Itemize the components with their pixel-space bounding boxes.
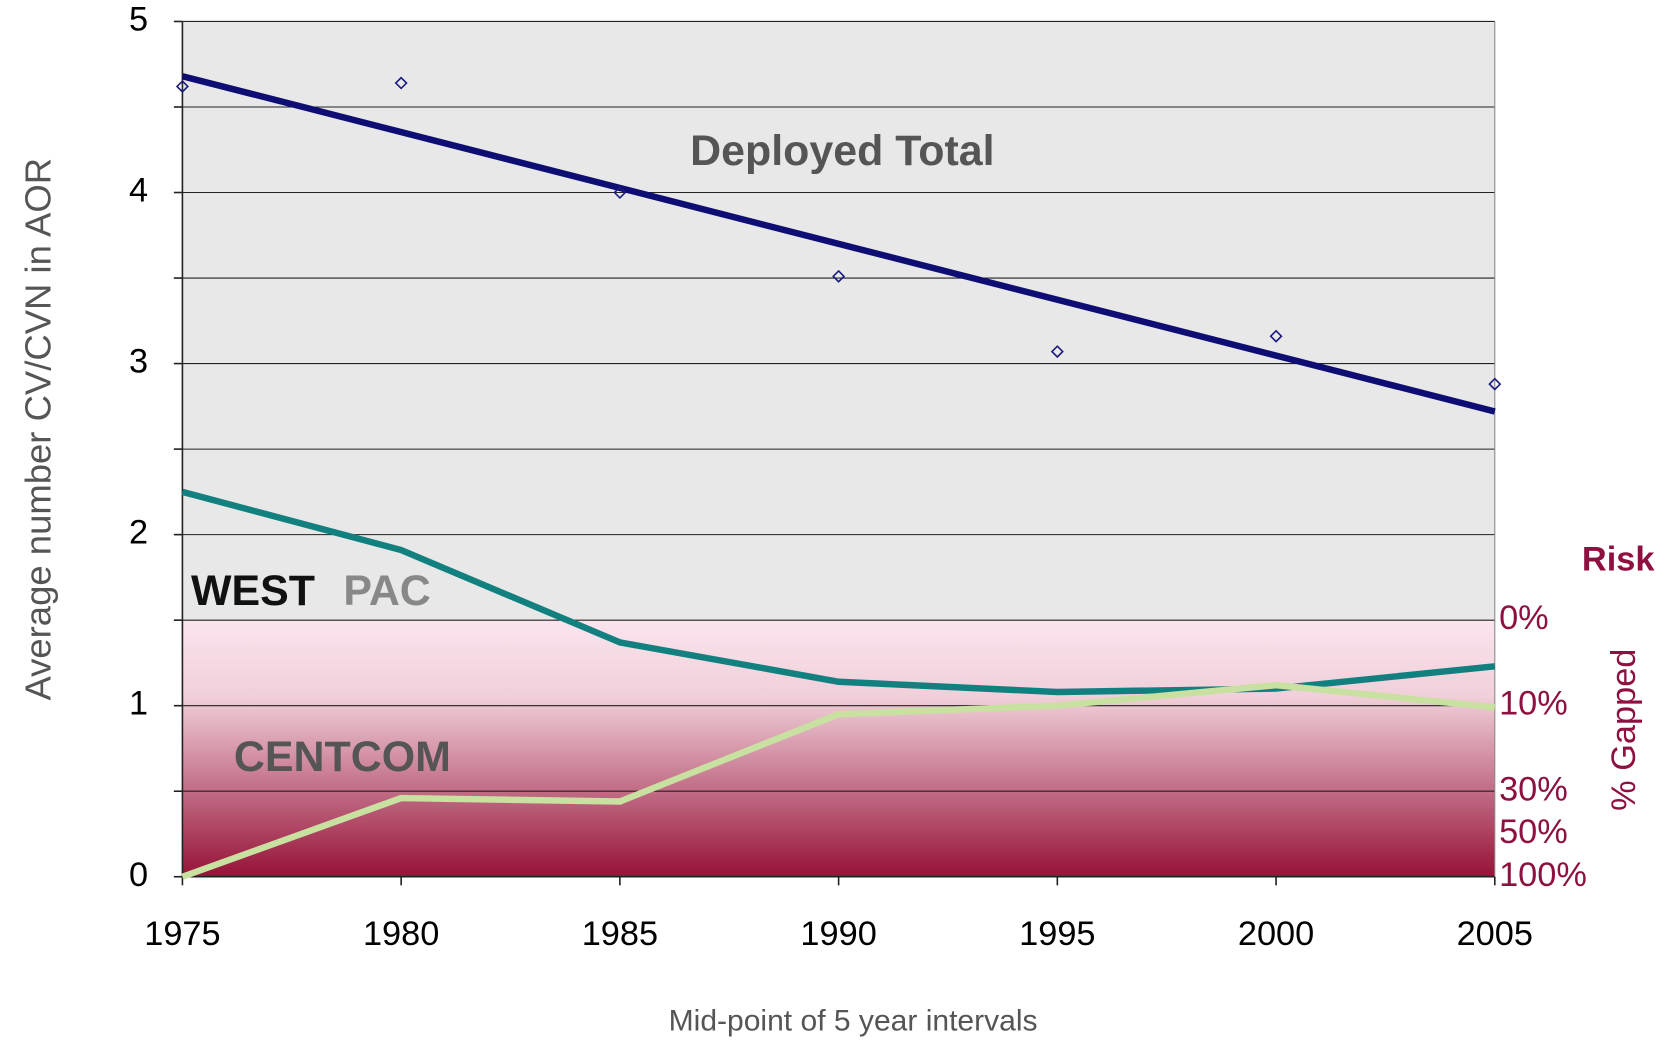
scatter-point	[832, 269, 846, 283]
scatter-point	[1269, 329, 1283, 343]
x-tick-label: 1980	[363, 915, 439, 953]
annotation: CENTCOM	[234, 733, 451, 781]
y-tick-label: 1	[129, 685, 148, 723]
x-tick-label: 1985	[582, 915, 658, 953]
y-tick-label: 2	[129, 514, 148, 552]
scatter-point	[1488, 377, 1502, 391]
y-tick-label: 3	[129, 343, 148, 381]
y2-tick-label: 10%	[1499, 685, 1568, 723]
y2-tick-label: 50%	[1499, 813, 1568, 851]
series-line	[181, 681, 1496, 880]
y-axis-label: Average number CV/CVN in AOR	[17, 158, 58, 701]
x-tick-label: 2005	[1457, 915, 1533, 953]
scatter-point	[1050, 345, 1064, 359]
x-tick-label: 1990	[800, 915, 876, 953]
annotation: Deployed Total	[690, 127, 994, 175]
annotation: WEST	[191, 567, 315, 615]
x-tick-label: 2000	[1238, 915, 1314, 953]
x-tick-label: 1975	[144, 915, 220, 953]
y-tick-label: 4	[129, 172, 148, 210]
risk-title: Risk	[1582, 540, 1655, 578]
y2-tick-label: 100%	[1499, 856, 1587, 894]
annotation: PAC	[343, 567, 430, 615]
y2-axis-label: % Gapped	[1605, 649, 1643, 811]
trend-line	[181, 73, 1496, 415]
y2-tick-label: 0%	[1499, 599, 1549, 637]
y2-tick-label: 30%	[1499, 770, 1568, 808]
series-line	[181, 488, 1496, 696]
x-axis-label: Mid-point of 5 year intervals	[669, 1005, 1038, 1038]
y-tick-label: 0	[129, 856, 148, 894]
scatter-point	[175, 79, 189, 93]
x-tick-label: 1995	[1019, 915, 1095, 953]
risk-band	[182, 620, 1495, 877]
y-tick-label: 5	[129, 1, 148, 39]
scatter-point	[394, 76, 408, 90]
scatter-point	[613, 186, 627, 200]
